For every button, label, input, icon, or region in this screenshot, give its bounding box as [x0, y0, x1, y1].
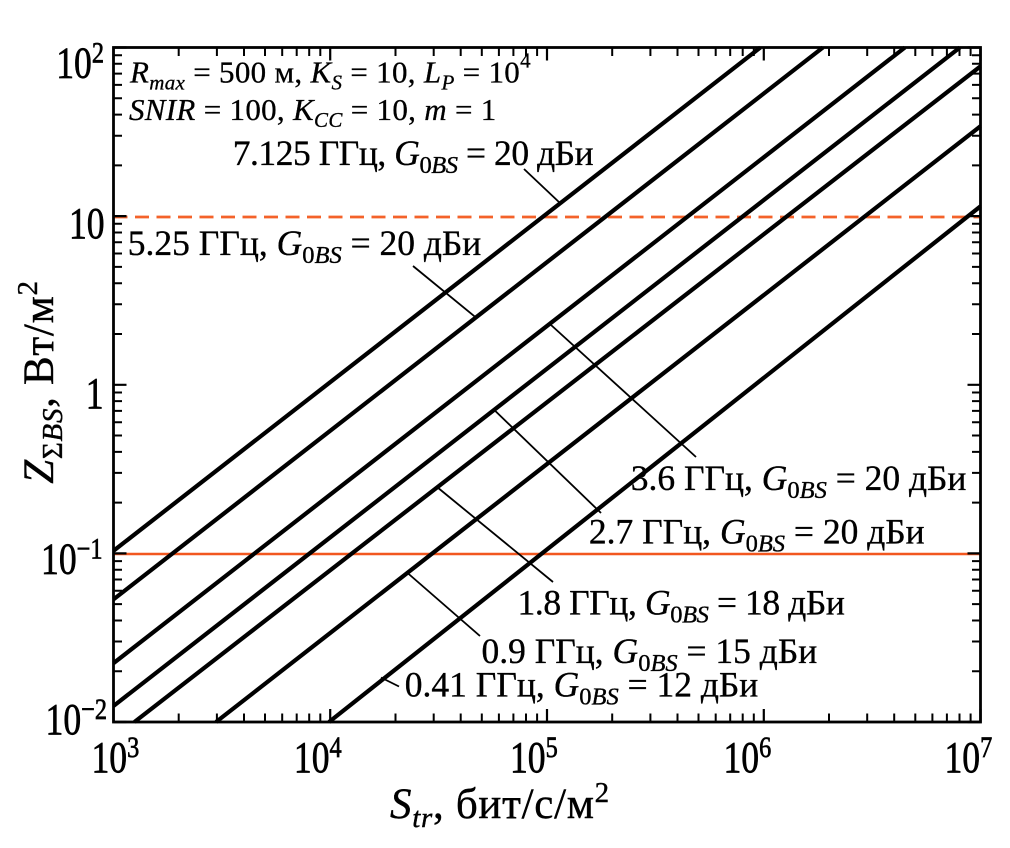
svg-text:1.8 ГГц, G0BS = 18 дБи: 1.8 ГГц, G0BS = 18 дБи: [518, 583, 845, 629]
svg-text:0.9 ГГц, G0BS = 15 дБи: 0.9 ГГц, G0BS = 15 дБи: [482, 631, 818, 677]
svg-text:ZΣBS, Вт/м2: ZΣBS, Вт/м2: [12, 280, 69, 483]
svg-text:Rmax = 500 м, KS = 10, LP = 10: Rmax = 500 м, KS = 10, LP = 104: [129, 49, 531, 95]
svg-text:SNIR = 100, KCC = 10, m = 1: SNIR = 100, KCC = 10, m = 1: [129, 92, 497, 132]
svg-text:105: 105: [510, 731, 558, 782]
svg-text:103: 103: [92, 731, 140, 782]
svg-text:1: 1: [86, 368, 104, 417]
svg-text:104: 104: [294, 731, 342, 782]
svg-text:106: 106: [724, 731, 772, 782]
svg-text:Str, бит/с/м2: Str, бит/с/м2: [390, 777, 610, 834]
svg-text:10: 10: [69, 198, 105, 247]
svg-text:2.7 ГГц, G0BS = 20 дБи: 2.7 ГГц, G0BS = 20 дБи: [589, 511, 925, 557]
svg-text:7.125 ГГц, G0BS = 20 дБи: 7.125 ГГц, G0BS = 20 дБи: [233, 133, 594, 179]
svg-text:5.25 ГГц, G0BS = 20 дБи: 5.25 ГГц, G0BS = 20 дБи: [128, 223, 482, 269]
